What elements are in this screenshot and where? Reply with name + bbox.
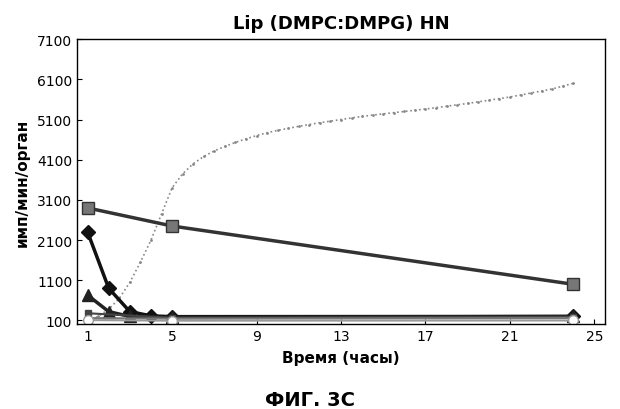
Title: Lip (DMPC:DMPG) HN: Lip (DMPC:DMPG) HN [232,15,450,33]
Text: ФИГ. 3C: ФИГ. 3C [265,390,355,409]
Y-axis label: имп/мин/орган: имп/мин/орган [15,118,30,246]
X-axis label: Время (часы): Время (часы) [282,351,400,365]
